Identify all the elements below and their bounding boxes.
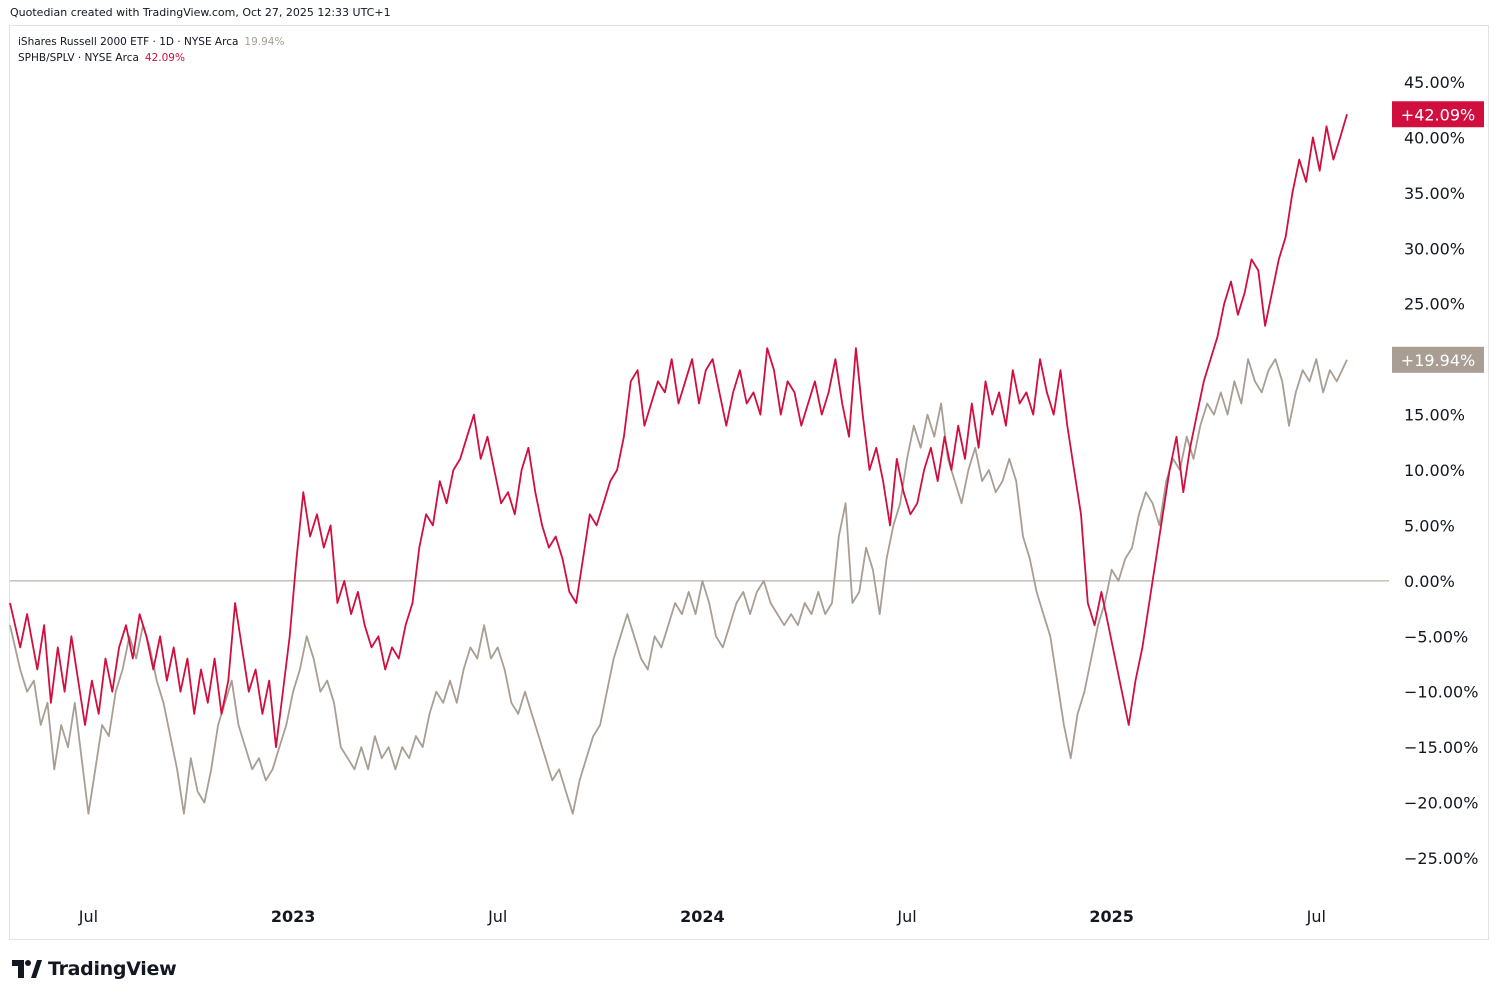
y-tick-label: 25.00% [1404,295,1465,314]
y-tick-label: −25.00% [1404,849,1478,868]
y-tick-label: 40.00% [1404,128,1465,147]
y-tick-label: 45.00% [1404,73,1465,92]
tradingview-logo[interactable]: TradingView [12,958,177,980]
x-tick-label: 2025 [1089,907,1134,926]
x-tick-label: 2023 [271,907,316,926]
series-line-russell-2000[interactable] [9,358,1348,815]
series-line-sphb-splv[interactable] [9,114,1348,748]
y-tick-label: −5.00% [1404,627,1468,646]
legend-russell-2000[interactable]: iShares Russell 2000 ETF · 1D · NYSE Arc… [18,36,284,48]
badge-label: +19.94% [1401,351,1475,370]
x-tick-label: 2024 [680,907,725,926]
y-tick-label: 0.00% [1404,572,1455,591]
y-tick-label: −10.00% [1404,683,1478,702]
legend-label: SPHB/SPLV · NYSE Arca [18,52,139,64]
y-tick-label: 5.00% [1404,516,1455,535]
legend-value: 42.09% [144,52,185,64]
y-tick-label: 15.00% [1404,406,1465,425]
chart-caption: Quotedian created with TradingView.com, … [10,6,391,19]
badge-label: +42.09% [1401,105,1475,124]
logo-text: TradingView [48,958,177,980]
last-value-badge-russell-2000: +19.94% [1392,346,1484,373]
x-tick-label: Jul [78,907,98,926]
tradingview-logo-icon [12,960,42,978]
legend-label: iShares Russell 2000 ETF · 1D · NYSE Arc… [18,36,239,48]
x-tick-label: Jul [896,907,916,926]
chart-frame [9,25,1489,940]
badge-background [1392,346,1484,373]
y-tick-label: −20.00% [1404,794,1478,813]
legend-value: 19.94% [244,36,285,48]
legend-sphb-splv[interactable]: SPHB/SPLV · NYSE Arca 42.09% [18,52,185,64]
x-tick-label: Jul [487,907,507,926]
y-tick-label: −15.00% [1404,738,1478,757]
y-tick-label: 10.00% [1404,461,1465,480]
x-tick-label: Jul [1306,907,1326,926]
y-tick-label: 30.00% [1404,239,1465,258]
y-tick-label: 35.00% [1404,184,1465,203]
badge-background [1392,101,1484,128]
last-value-badge-sphb-splv: +42.09% [1392,101,1484,128]
